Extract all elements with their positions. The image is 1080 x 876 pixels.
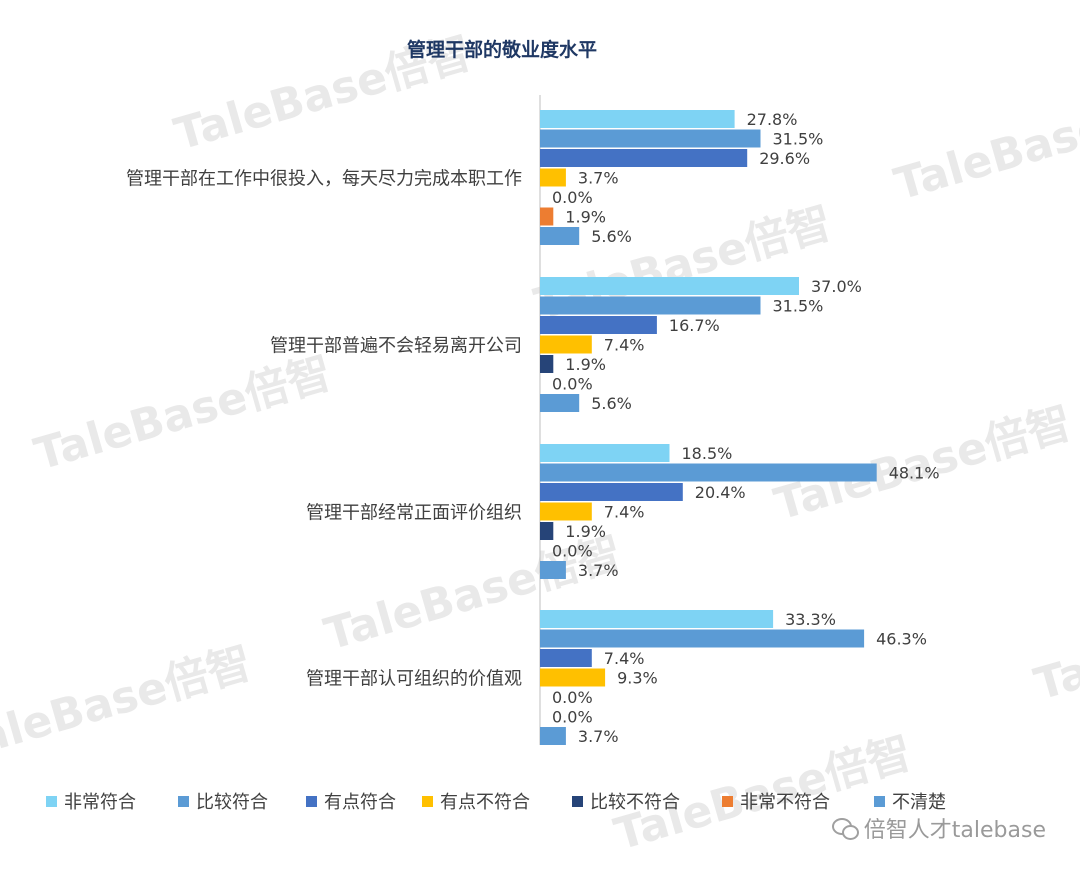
data-label: 0.0% (552, 375, 593, 394)
bar (540, 149, 748, 167)
watermark-text: TaleBase倍智 (0, 637, 257, 770)
legend-label: 比较不符合 (590, 792, 680, 813)
data-label: 16.7% (669, 316, 720, 335)
bar (540, 316, 657, 334)
chart-title: 管理干部的敬业度水平 (407, 38, 597, 61)
data-label: 31.5% (773, 130, 824, 149)
legend-swatch (306, 796, 317, 807)
bar (540, 483, 683, 501)
data-label: 3.7% (578, 727, 619, 746)
data-label: 1.9% (565, 208, 606, 227)
watermark-text: TaleBase倍智 (889, 77, 1080, 210)
data-label: 3.7% (578, 561, 619, 580)
bar (540, 727, 566, 745)
bar (540, 522, 554, 540)
footer-brand-text: 倍智人才talebase (863, 818, 1046, 843)
data-label: 7.4% (604, 649, 645, 668)
data-labels-group: 27.8%31.5%29.6%3.7%0.0%1.9%5.6%37.0%31.5… (552, 110, 940, 746)
data-label: 7.4% (604, 503, 645, 522)
data-label: 29.6% (759, 149, 810, 168)
bar (540, 610, 774, 628)
bar (540, 629, 865, 648)
legend-label: 比较符合 (196, 792, 268, 813)
bar (540, 207, 554, 226)
data-label: 5.6% (591, 394, 632, 413)
legend-swatch (46, 796, 57, 807)
data-label: 27.8% (747, 110, 798, 129)
bar (540, 129, 761, 148)
bar (540, 394, 580, 412)
data-label: 33.3% (785, 610, 836, 629)
bar (540, 355, 554, 373)
legend-swatch (572, 796, 583, 807)
wechat-icon (831, 817, 859, 840)
bar (540, 561, 566, 579)
legend: 非常符合 比较符合 有点符合 有点不符合 比较不符合 非常不符合 不清楚 (46, 792, 946, 813)
data-label: 0.0% (552, 688, 593, 707)
watermark-text: TaleBase倍智 (29, 347, 337, 480)
category-label: 管理干部经常正面评价组织 (306, 502, 522, 523)
legend-swatch (874, 796, 885, 807)
category-label: 管理干部在工作中很投入，每天尽力完成本职工作 (126, 168, 522, 189)
data-label: 37.0% (811, 277, 862, 296)
bar (540, 168, 566, 187)
footer-brand: 倍智人才talebase (831, 812, 1046, 844)
category-label: 管理干部普遍不会轻易离开公司 (270, 335, 522, 356)
data-label: 9.3% (617, 669, 658, 688)
legend-label: 非常不符合 (740, 792, 830, 813)
bar (540, 227, 580, 245)
data-label: 1.9% (565, 355, 606, 374)
data-label: 7.4% (604, 336, 645, 355)
data-label: 0.0% (552, 188, 593, 207)
legend-label: 有点不符合 (440, 792, 530, 813)
watermark-text: TaleBase倍智 (1029, 577, 1080, 710)
bar (540, 110, 735, 128)
bar (540, 335, 592, 354)
category-label: 管理干部认可组织的价值观 (306, 668, 522, 689)
legend-swatch (722, 796, 733, 807)
data-label: 20.4% (695, 483, 746, 502)
legend-label: 非常符合 (64, 792, 136, 813)
bar (540, 444, 670, 462)
data-label: 48.1% (889, 464, 940, 483)
legend-label: 有点符合 (324, 792, 396, 813)
bar (540, 502, 592, 521)
data-label: 0.0% (552, 708, 593, 727)
bar (540, 463, 877, 482)
legend-swatch (178, 796, 189, 807)
data-label: 31.5% (773, 297, 824, 316)
bar (540, 649, 592, 667)
legend-label: 不清楚 (892, 792, 946, 813)
data-label: 3.7% (578, 169, 619, 188)
data-label: 0.0% (552, 542, 593, 561)
data-label: 1.9% (565, 522, 606, 541)
bars-group (540, 110, 877, 745)
bar (540, 296, 761, 315)
data-label: 46.3% (876, 630, 927, 649)
data-label: 5.6% (591, 227, 632, 246)
category-labels: 管理干部在工作中很投入，每天尽力完成本职工作管理干部普遍不会轻易离开公司管理干部… (126, 168, 522, 689)
bar (540, 277, 799, 295)
data-label: 18.5% (682, 444, 733, 463)
legend-swatch (422, 796, 433, 807)
bar (540, 668, 606, 687)
